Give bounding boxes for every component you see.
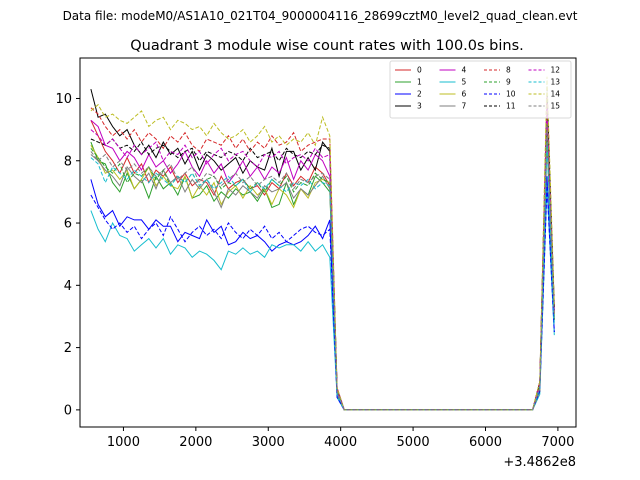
series-line-8 xyxy=(90,95,555,411)
x-tick-label: 5000 xyxy=(397,435,430,450)
series-line-13 xyxy=(90,142,555,411)
x-tick-label: 3000 xyxy=(252,435,285,450)
legend-box xyxy=(389,60,572,119)
series-line-11 xyxy=(90,85,555,411)
x-tick-label: 4000 xyxy=(324,435,357,450)
legend-label-4: 4 xyxy=(462,66,467,75)
series-line-10 xyxy=(90,185,555,411)
y-tick-label: 2 xyxy=(64,341,72,356)
legend-label-11: 11 xyxy=(506,102,516,111)
series-line-2 xyxy=(90,176,555,411)
x-tick-label: 7000 xyxy=(541,435,574,450)
series-line-12 xyxy=(90,104,555,411)
y-tick-label: 0 xyxy=(64,403,72,418)
legend-label-8: 8 xyxy=(506,66,511,75)
x-axis: 1000 2000 3000 4000 5000 6000 7000 xyxy=(107,427,574,450)
chart-title: Quadrant 3 module wise count rates with … xyxy=(130,38,524,54)
legend-label-10: 10 xyxy=(506,90,516,99)
legend-label-6: 6 xyxy=(462,90,467,99)
y-tick-label: 8 xyxy=(64,154,72,169)
x-offset-label: +3.4862e8 xyxy=(503,455,576,470)
legend-label-15: 15 xyxy=(551,102,561,111)
series-line-6 xyxy=(90,110,555,411)
legend-label-14: 14 xyxy=(551,90,561,99)
y-tick-label: 4 xyxy=(64,279,72,294)
plot-frame xyxy=(79,57,577,428)
legend-label-1: 1 xyxy=(417,78,422,87)
legend-label-0: 0 xyxy=(417,66,422,75)
legend-label-5: 5 xyxy=(462,78,467,87)
x-tick-label: 2000 xyxy=(179,435,212,450)
series-line-14 xyxy=(90,76,555,411)
y-tick-label: 10 xyxy=(55,92,72,107)
series-layer xyxy=(90,76,555,411)
series-line-9 xyxy=(90,132,555,411)
legend-label-9: 9 xyxy=(506,78,511,87)
x-tick-label: 1000 xyxy=(107,435,140,450)
series-line-3 xyxy=(90,88,555,411)
series-line-7 xyxy=(90,145,555,411)
legend-label-3: 3 xyxy=(417,102,422,111)
legend-label-13: 13 xyxy=(551,78,561,87)
series-line-5 xyxy=(90,185,555,411)
legend-label-12: 12 xyxy=(551,66,561,75)
y-tick-label: 6 xyxy=(64,217,72,232)
y-axis: 0 2 4 6 8 10 xyxy=(55,92,80,418)
series-line-0 xyxy=(90,114,555,411)
legend-label-2: 2 xyxy=(417,90,422,99)
figure-suptitle: Data file: modeM0/AS1A10_021T04_90000041… xyxy=(63,9,578,23)
series-line-15 xyxy=(90,123,555,411)
x-tick-label: 6000 xyxy=(469,435,502,450)
legend-label-7: 7 xyxy=(462,102,467,111)
